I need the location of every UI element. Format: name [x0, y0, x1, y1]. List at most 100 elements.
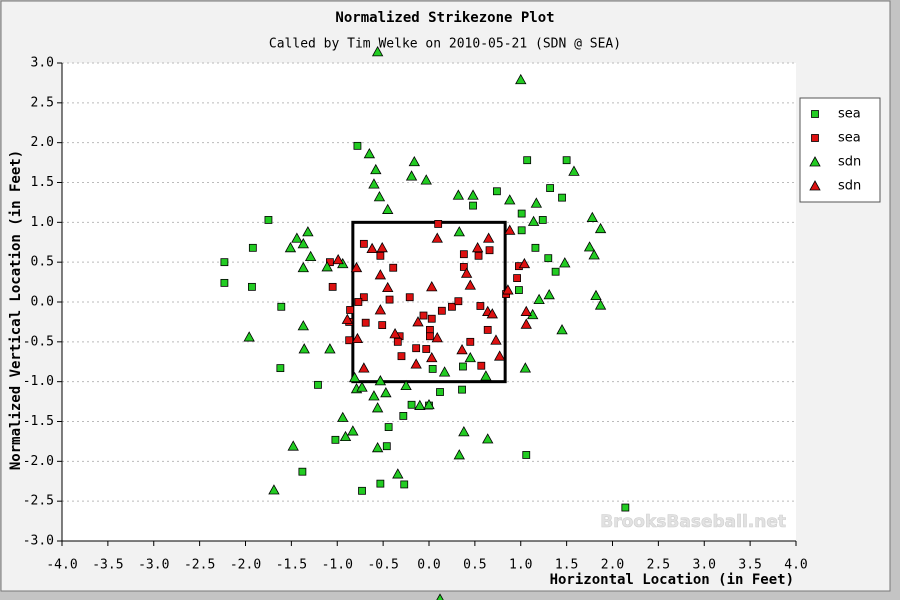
- point: [493, 350, 506, 361]
- legend-marker: [811, 110, 819, 118]
- point: [287, 440, 299, 451]
- point: [460, 267, 473, 278]
- point: [502, 284, 514, 295]
- point: [284, 242, 297, 253]
- point: [426, 325, 434, 334]
- point: [530, 197, 543, 208]
- point: [405, 293, 414, 302]
- point: [298, 343, 310, 354]
- point: [480, 370, 492, 381]
- point: [420, 174, 432, 185]
- point: [361, 318, 370, 327]
- point: [324, 343, 336, 354]
- point: [486, 308, 498, 319]
- point: [408, 155, 420, 167]
- point: [517, 226, 526, 235]
- point: [453, 449, 465, 460]
- point: [469, 201, 477, 210]
- x-tick-label: -1.0: [322, 558, 353, 573]
- point: [374, 269, 387, 280]
- point: [359, 293, 368, 302]
- x-tick-label: 2.0: [601, 558, 624, 573]
- legend-marker: [809, 156, 821, 167]
- point: [520, 318, 532, 329]
- point: [400, 480, 409, 489]
- point: [436, 388, 444, 396]
- point: [389, 328, 401, 339]
- point: [588, 249, 600, 260]
- point: [485, 246, 494, 255]
- point: [454, 297, 463, 306]
- point: [517, 209, 526, 218]
- point: [427, 314, 436, 323]
- point: [459, 263, 468, 271]
- point: [349, 371, 361, 383]
- point: [543, 289, 555, 300]
- point: [594, 222, 607, 234]
- point: [568, 165, 580, 176]
- point: [351, 332, 364, 344]
- point: [297, 238, 309, 249]
- point: [220, 278, 229, 287]
- y-tick-label: 1.5: [31, 175, 54, 190]
- point: [459, 362, 467, 371]
- point: [467, 189, 479, 200]
- point: [437, 306, 446, 315]
- point: [544, 254, 553, 263]
- point: [405, 170, 418, 181]
- point: [410, 358, 422, 369]
- point: [438, 366, 451, 377]
- point: [331, 435, 340, 444]
- point: [248, 282, 256, 291]
- point: [583, 241, 596, 252]
- point: [345, 336, 354, 345]
- point: [551, 267, 560, 276]
- point: [353, 141, 362, 150]
- point: [458, 385, 466, 394]
- point: [277, 302, 286, 311]
- point: [264, 216, 273, 224]
- point: [482, 232, 495, 243]
- y-tick-label: -2.0: [23, 454, 54, 469]
- point: [422, 345, 431, 353]
- y-tick-label: 2.5: [31, 95, 54, 110]
- point: [426, 332, 434, 341]
- point: [474, 251, 483, 260]
- point: [412, 316, 424, 327]
- x-tick-label: 0.0: [417, 558, 440, 573]
- x-tick-label: 2.5: [647, 558, 670, 573]
- point: [393, 337, 402, 346]
- point: [594, 299, 607, 310]
- point: [371, 46, 384, 57]
- point: [431, 232, 443, 243]
- point: [389, 263, 398, 272]
- point: [504, 224, 516, 235]
- y-tick-label: -1.5: [23, 414, 54, 429]
- point: [374, 375, 387, 386]
- point: [339, 430, 352, 442]
- x-tick-label: -4.0: [46, 558, 77, 573]
- x-tick-label: -3.5: [92, 558, 123, 573]
- point: [453, 226, 465, 237]
- y-tick-label: 0.5: [31, 255, 54, 270]
- point: [358, 486, 366, 495]
- point: [522, 451, 531, 459]
- point: [400, 379, 412, 391]
- point: [459, 250, 468, 259]
- point: [368, 390, 380, 401]
- legend-label: sdn: [838, 155, 861, 170]
- point: [527, 215, 540, 226]
- x-tick-label: -1.5: [276, 558, 307, 573]
- point: [426, 351, 438, 363]
- point: [448, 302, 456, 311]
- point: [407, 400, 416, 409]
- point: [586, 211, 598, 222]
- point: [456, 343, 468, 355]
- point: [350, 261, 363, 273]
- point: [382, 203, 394, 214]
- point: [519, 362, 532, 373]
- point: [341, 313, 354, 324]
- point: [458, 426, 470, 437]
- watermark: BrooksBaseball.net: [600, 512, 786, 532]
